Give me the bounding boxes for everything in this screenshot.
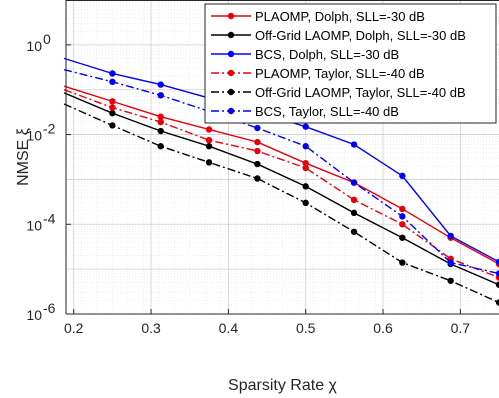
series-5-point [254, 175, 261, 182]
legend-box [204, 3, 497, 124]
y-axis-label: NMSE ξ [15, 128, 32, 186]
series-1-point [205, 126, 213, 133]
series-6-point [254, 124, 261, 132]
series-6-point [495, 270, 499, 277]
series-2-point [109, 109, 116, 117]
series-line-6 [63, 68, 499, 275]
series-5-point [399, 259, 406, 266]
series-line-4 [63, 89, 499, 279]
series-2-point [157, 127, 164, 135]
series-6-point [447, 259, 454, 266]
legend-swatch-marker [227, 12, 235, 20]
series-2-point [254, 160, 261, 168]
series-6-point [109, 78, 116, 86]
y-tick-exponent: -4 [43, 210, 56, 226]
series-5-point [447, 277, 454, 284]
series-5-point [495, 299, 499, 306]
series-1-point [399, 205, 406, 213]
y-tick-label: 10 [26, 307, 42, 323]
legend-swatch-marker [227, 107, 235, 115]
series-6-point [302, 143, 309, 150]
series-1-point [157, 113, 164, 120]
series-3-point [157, 81, 164, 88]
legend-swatch-marker [227, 88, 235, 96]
axes [65, 0, 499, 315]
y-tick-label: 10 [26, 38, 42, 54]
legend-entry: Off-Grid LAOMP, Taylor, SLL=-40 dB [255, 85, 466, 100]
y-tick-exponent: 0 [43, 31, 51, 47]
series-5-point [157, 143, 164, 150]
y-tick-label: 10 [26, 128, 42, 144]
legend-swatch-marker [227, 31, 235, 39]
series-4-point [399, 221, 406, 228]
series-line-1 [63, 85, 499, 265]
x-tick-label: 0.4 [219, 320, 239, 336]
series-line-5 [63, 103, 499, 304]
series-3-point [495, 258, 499, 266]
legend: PLAOMP, Dolph, SLL=-30 dB Off-Grid LAOMP,… [204, 3, 497, 124]
series-3-point [302, 123, 309, 130]
x-tick-label: 0.7 [451, 320, 471, 336]
legend-swatch-marker [227, 50, 235, 58]
series-3-point [350, 141, 358, 148]
legend-entry: PLAOMP, Dolph, SLL=-30 dB [255, 9, 425, 24]
y-tick-exponent: -6 [43, 300, 56, 316]
legend-entry: PLAOMP, Taylor, SLL=-40 dB [255, 66, 425, 81]
series-6-point [157, 92, 164, 99]
series-2-point [205, 143, 213, 150]
series-6-point [399, 213, 406, 220]
series-1-point [254, 138, 261, 146]
x-axis-label: Sparsity Rate χ [228, 377, 337, 394]
y-tick-label: 10 [26, 217, 42, 233]
series-5-point [302, 199, 309, 207]
series-3-point [447, 232, 454, 240]
x-tick-label: 0.2 [64, 320, 84, 336]
series-4-point [157, 118, 164, 126]
legend-entry: BCS, Dolph, SLL=-30 dB [255, 47, 399, 62]
series-4-point [302, 164, 309, 172]
series-6-point [350, 179, 358, 186]
series-5-point [205, 159, 213, 166]
series-2-point [302, 183, 309, 190]
legend-entry: BCS, Taylor, SLL=-40 dB [255, 104, 399, 119]
legend-entry: Off-Grid LAOMP, Dolph, SLL=-30 dB [255, 28, 466, 43]
series-4-point [109, 104, 116, 111]
series-1-point [109, 98, 116, 105]
x-tick-label: 0.5 [296, 320, 316, 336]
series-4-point [205, 136, 213, 144]
series-4-point [350, 196, 358, 204]
series-line-2 [63, 92, 499, 286]
series-4-point [254, 147, 261, 155]
series-5-point [350, 228, 358, 235]
series-2-point [495, 281, 499, 288]
series-layer [63, 57, 499, 306]
series-5-point [109, 122, 116, 129]
x-tick-label: 0.6 [373, 320, 393, 336]
legend-swatch-marker [227, 69, 235, 77]
series-3-point [109, 70, 116, 77]
x-tick-label: 0.3 [141, 320, 161, 336]
series-2-point [399, 234, 406, 241]
series-3-point [399, 172, 406, 180]
series-2-point [350, 209, 358, 217]
y-tick-exponent: -2 [43, 121, 56, 137]
series-1-point [302, 160, 309, 167]
